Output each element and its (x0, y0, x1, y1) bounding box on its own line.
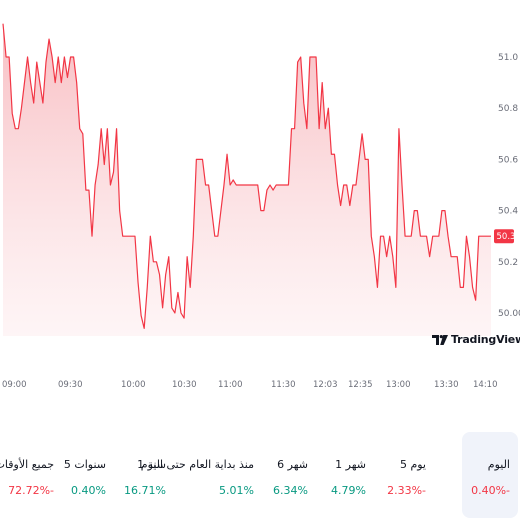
x-tick-label: 11:00 (218, 380, 243, 390)
period-tab-ytd[interactable]: منذ بداية العام حتى اليوم 5.01% (141, 432, 262, 518)
period-change-value: 0.40% (71, 484, 106, 497)
period-label: جميع الأوقات (0, 458, 54, 471)
x-tick-label: 10:00 (121, 380, 146, 390)
period-label: 5 سنوات (63, 458, 106, 471)
price-chart[interactable]: 51.0 50.8 50.6 50.4 50.2 50.00 50.3 09:00 09:30 1… (0, 0, 520, 400)
period-tab-1m[interactable]: 1 شهر 4.79% (328, 432, 374, 518)
period-tab-all[interactable]: جميع الأوقات 72.72%- (0, 432, 62, 518)
period-tab-1d[interactable]: اليوم 0.40%- (462, 432, 518, 518)
period-label: 6 شهر (277, 458, 308, 471)
period-tab-1y[interactable]: 1 سنة 16.71% (124, 432, 174, 518)
x-tick-label: 09:30 (58, 380, 83, 390)
period-change-value: 2.33%- (387, 484, 426, 497)
period-change-value: 6.34% (273, 484, 308, 497)
x-tick-label: 10:30 (172, 380, 197, 390)
x-tick-label: 12:03 (313, 380, 338, 390)
price-chart-svg[interactable]: 51.0 50.8 50.6 50.4 50.2 50.00 50.3 09:00 09:30 1… (0, 0, 520, 400)
period-label: منذ بداية العام حتى اليوم (140, 458, 254, 471)
y-tick-label: 50.8 (498, 104, 518, 114)
x-tick-label: 14:10 (473, 380, 498, 390)
x-tick-label: 09:00 (2, 380, 27, 390)
period-change-value: 72.72%- (8, 484, 54, 497)
period-label: 1 سنة (137, 458, 166, 471)
x-tick-label: 13:00 (386, 380, 411, 390)
y-tick-label: 50.6 (498, 155, 518, 165)
y-tick-label: 50.2 (498, 258, 518, 268)
price-line (2, 23, 491, 329)
price-area (3, 23, 491, 337)
x-tick-label: 13:30 (434, 380, 459, 390)
x-tick-label: 11:30 (271, 380, 296, 390)
period-tab-6m[interactable]: 6 شهر 6.34% (270, 432, 316, 518)
x-tick-label: 12:35 (348, 380, 373, 390)
tradingview-logo-icon (432, 334, 448, 345)
period-tab-5d[interactable]: 5 يوم 2.33%- (387, 432, 434, 518)
y-tick-label: 50.00 (498, 309, 520, 319)
period-label: 5 يوم (399, 458, 426, 471)
period-change-value: 16.71% (124, 484, 166, 497)
period-label: 1 شهر (335, 458, 366, 471)
period-change-value: 4.79% (331, 484, 366, 497)
period-tab-5y[interactable]: 5 سنوات 0.40% (64, 432, 114, 518)
brand-name: TradingView (451, 333, 520, 346)
tradingview-brand[interactable]: TradingView (432, 333, 520, 346)
period-change-value: 5.01% (219, 484, 254, 497)
y-tick-label: 51.0 (498, 53, 518, 63)
last-price-badge (494, 229, 514, 244)
period-change-value: 0.40%- (471, 484, 510, 497)
performance-periods: جميع الأوقات 72.72%- 5 سنوات 0.40% 1 سنة 16.7… (0, 432, 520, 520)
period-label: اليوم (487, 458, 510, 471)
last-price-label: 50.3 (497, 232, 516, 242)
y-tick-label: 50.4 (498, 207, 518, 217)
